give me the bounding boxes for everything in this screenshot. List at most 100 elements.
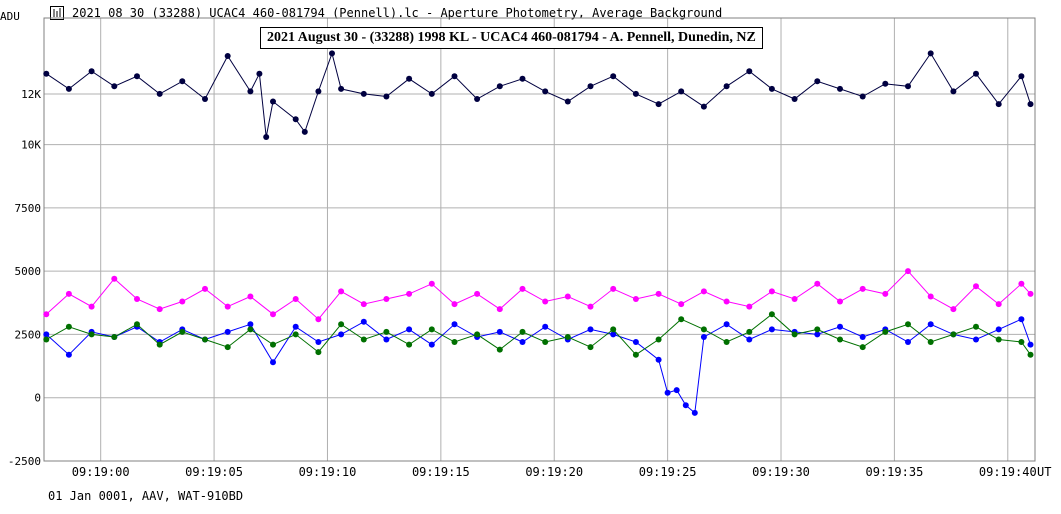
data-point <box>610 285 617 292</box>
x-tick-label: 09:19:40 <box>979 465 1037 479</box>
data-point <box>791 96 798 102</box>
data-point <box>678 301 685 308</box>
data-point <box>406 341 413 348</box>
data-point <box>950 306 957 313</box>
y-tick-label: -2500 <box>8 455 41 468</box>
data-point <box>496 83 503 90</box>
data-point <box>247 88 254 95</box>
data-point <box>383 328 390 335</box>
data-point <box>315 349 322 356</box>
y-axis-ticks: -2500 0 2500 5000 7500 10K 12K <box>8 88 41 468</box>
data-point <box>746 68 753 75</box>
y-tick-label: 12K <box>21 88 41 101</box>
data-point <box>519 75 526 82</box>
data-point <box>837 323 843 330</box>
data-point <box>88 68 95 75</box>
data-point <box>927 50 934 57</box>
data-point <box>519 339 526 345</box>
data-point <box>1018 73 1025 80</box>
data-point <box>610 326 617 333</box>
data-point <box>496 306 503 313</box>
data-point <box>882 80 889 87</box>
data-point <box>791 296 798 302</box>
data-point <box>859 344 866 351</box>
data-point <box>837 336 843 343</box>
data-point <box>723 83 730 90</box>
data-point <box>973 323 979 330</box>
data-point <box>542 323 549 330</box>
data-point <box>859 93 866 100</box>
data-point <box>111 334 118 340</box>
data-point <box>905 83 911 90</box>
data-point <box>406 75 413 82</box>
data-point <box>927 339 934 345</box>
data-point <box>655 290 662 297</box>
data-point <box>700 326 707 333</box>
data-point <box>950 88 957 95</box>
data-point <box>723 321 730 328</box>
y-tick-label: 2500 <box>15 328 42 341</box>
data-point <box>451 339 458 345</box>
data-point <box>43 311 50 318</box>
data-point <box>292 116 299 123</box>
chart-title: 2021 August 30 - (33288) 1998 KL - UCAC4… <box>260 27 763 49</box>
series-1 <box>43 50 1034 140</box>
data-point <box>474 96 481 102</box>
data-point <box>383 336 390 343</box>
x-tick-label: 09:19:20 <box>525 465 583 479</box>
data-point <box>270 311 276 318</box>
data-point <box>995 301 1002 308</box>
data-point <box>270 341 276 348</box>
data-point <box>360 318 367 325</box>
data-point <box>1027 351 1034 358</box>
data-point <box>768 85 775 92</box>
data-point <box>664 389 671 396</box>
data-point <box>814 280 821 287</box>
data-point <box>905 268 911 275</box>
data-point <box>360 301 367 308</box>
series-2 <box>43 268 1034 323</box>
data-point <box>814 78 821 85</box>
data-point <box>406 290 413 297</box>
data-point <box>882 328 889 335</box>
data-point <box>927 293 934 300</box>
data-point <box>1027 101 1034 108</box>
y-tick-label: 0 <box>34 392 41 405</box>
x-tick-label: 09:19:30 <box>752 465 810 479</box>
data-point <box>587 303 594 310</box>
y-tick-label: 5000 <box>15 265 42 278</box>
data-point <box>814 326 821 333</box>
series-4 <box>43 311 1034 358</box>
data-point <box>156 341 163 348</box>
data-point <box>247 321 254 328</box>
data-point <box>360 90 367 97</box>
data-point <box>43 70 50 77</box>
data-point <box>338 85 345 92</box>
data-point <box>43 331 50 338</box>
data-point <box>995 101 1002 108</box>
data-point <box>791 331 798 338</box>
data-point <box>451 321 458 328</box>
data-point <box>428 326 435 333</box>
y-axis-unit-label: ADU <box>0 10 20 23</box>
data-point <box>973 70 979 77</box>
data-point <box>632 351 639 358</box>
chart-title-text: 2021 August 30 - (33288) 1998 KL - UCAC4… <box>267 30 756 45</box>
data-point <box>111 275 118 282</box>
data-point <box>673 387 680 394</box>
data-point <box>700 103 707 110</box>
data-point <box>610 331 617 338</box>
data-point <box>905 321 911 328</box>
data-point <box>247 326 254 333</box>
data-point <box>179 298 186 305</box>
plot-frame <box>43 17 1036 462</box>
data-point <box>678 316 685 323</box>
data-point <box>134 321 140 328</box>
data-point <box>292 331 299 338</box>
data-point <box>837 85 843 92</box>
data-point <box>406 326 413 333</box>
data-point <box>338 331 345 338</box>
window-title-bar: 2021 08 30 (33288) UCAC4 460-081794 (Pen… <box>50 4 722 22</box>
data-point <box>428 280 435 287</box>
